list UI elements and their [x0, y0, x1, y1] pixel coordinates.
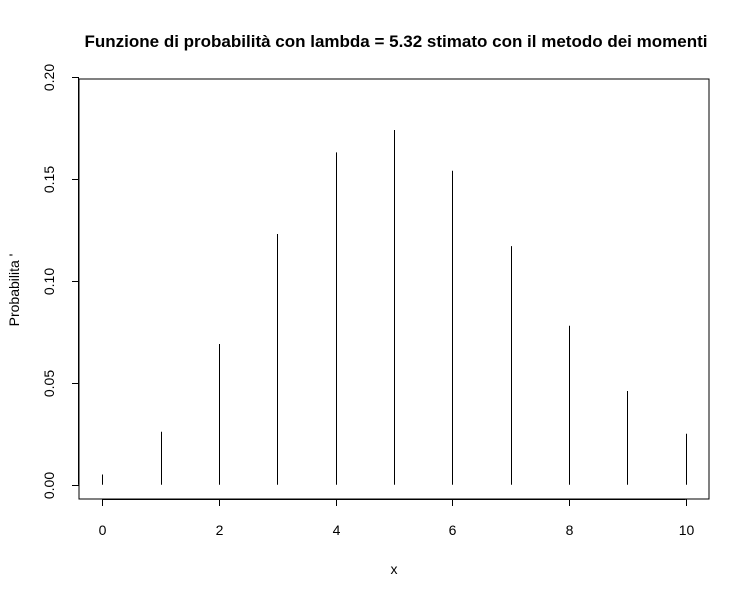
- y-tick-label-0.05: 0.05: [41, 370, 57, 397]
- y-tick-label-0.00: 0.00: [41, 472, 57, 499]
- x-tick-label-6: 6: [449, 522, 457, 538]
- chart-title: Funzione di probabilità con lambda = 5.3…: [85, 32, 708, 51]
- x-tick-label-4: 4: [333, 522, 341, 538]
- bar-group: [102, 129, 687, 485]
- y-axis-label: Probabilita ': [6, 254, 22, 327]
- x-axis: 0 2 4 6 8 10: [99, 499, 695, 538]
- y-tick-label-0.10: 0.10: [41, 268, 57, 295]
- x-tick-label-10: 10: [679, 522, 695, 538]
- x-tick-label-8: 8: [566, 522, 574, 538]
- y-tick-label-0.20: 0.20: [41, 64, 57, 91]
- x-axis-label: x: [391, 561, 398, 577]
- y-tick-label-0.15: 0.15: [41, 166, 57, 193]
- y-axis: 0.00 0.05 0.10 0.15 0.20: [41, 64, 79, 499]
- x-tick-label-0: 0: [99, 522, 107, 538]
- x-tick-label-2: 2: [216, 522, 224, 538]
